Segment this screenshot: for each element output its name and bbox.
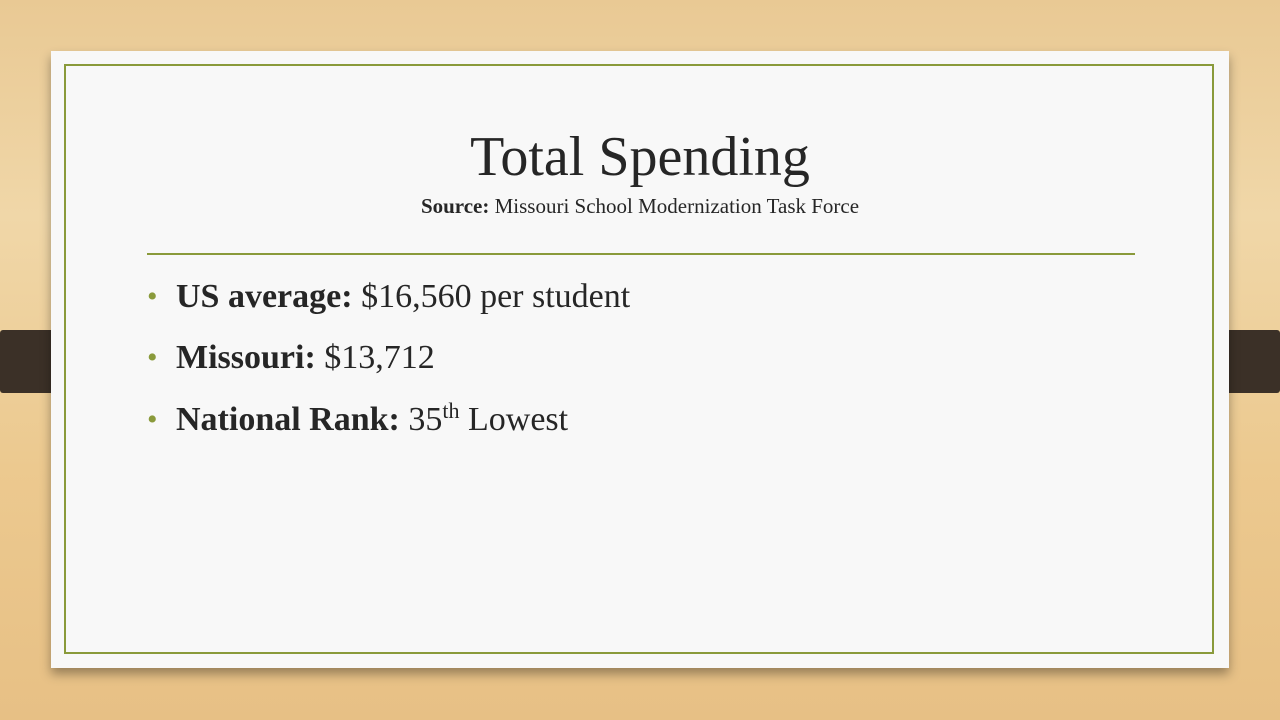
bullet-text: $13,712 [324,339,435,376]
bullet-label: US average: [176,278,353,315]
bullet: • US average: $16,560 per student [147,277,631,317]
bullet-dot: • [147,341,158,374]
separator [147,253,1135,255]
source-text: Missouri School Modernization Task Force [494,194,860,218]
bullet-text: 35 [408,401,443,438]
bullet: • National Rank: 35th Lowest [147,398,569,440]
bullet-suffix: Lowest [468,401,569,438]
source-line: Source: Missouri School Modernization Ta… [51,194,1229,218]
bullet-label: National Rank: [176,401,400,438]
bullet: • Missouri: $13,712 [147,338,435,378]
bullet-label: Missouri: [176,339,316,376]
slide-card: Total Spending Source: Missouri School M… [51,51,1229,668]
frame [64,64,1214,654]
source-label: Source: [420,194,490,218]
slide-title: Total Spending [470,126,810,188]
bullet-text: $16,560 per student [361,278,631,315]
bullet-dot: • [147,403,158,436]
superscript: th [442,398,460,423]
bullet-dot: • [147,280,158,313]
